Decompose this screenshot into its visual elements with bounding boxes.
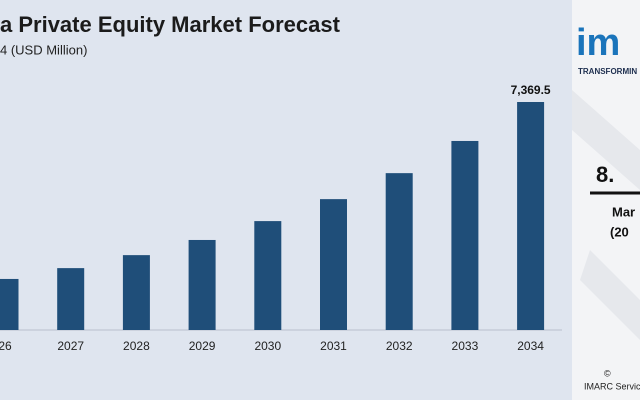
copyright: ©	[604, 368, 611, 378]
cagr-period: (20	[610, 224, 629, 239]
chart-background	[0, 0, 572, 400]
x-tick-label: 2030	[254, 339, 281, 353]
x-tick-label: 26	[0, 339, 12, 353]
bar	[385, 173, 413, 330]
bar	[57, 268, 85, 330]
bar	[254, 221, 282, 330]
x-tick-label: 2027	[57, 339, 84, 353]
value-label: 7,369.5	[511, 83, 551, 97]
bar	[451, 140, 479, 330]
bar	[0, 278, 19, 330]
x-tick-label: 2029	[189, 339, 216, 353]
x-tick-label: 2032	[386, 339, 413, 353]
chart-subtitle: 4 (USD Million)	[0, 42, 87, 57]
x-tick-label: 2033	[452, 339, 479, 353]
bar	[122, 255, 150, 330]
bar	[188, 239, 216, 330]
x-tick-label: 2028	[123, 339, 150, 353]
cagr-label: Mar	[612, 204, 635, 219]
sidebar-decoration	[572, 90, 640, 340]
x-tick-label: 2034	[517, 339, 544, 353]
sidebar-background	[572, 0, 640, 400]
x-tick-label: 2031	[320, 339, 347, 353]
cagr-value: 8.	[596, 162, 614, 187]
source: IMARC Servic	[584, 381, 640, 391]
logo-tagline: TRANSFORMIN	[578, 67, 637, 76]
bar	[320, 199, 347, 330]
logo: im	[576, 22, 620, 64]
bar	[517, 102, 545, 330]
chart-title: a Private Equity Market Forecast	[0, 12, 341, 37]
